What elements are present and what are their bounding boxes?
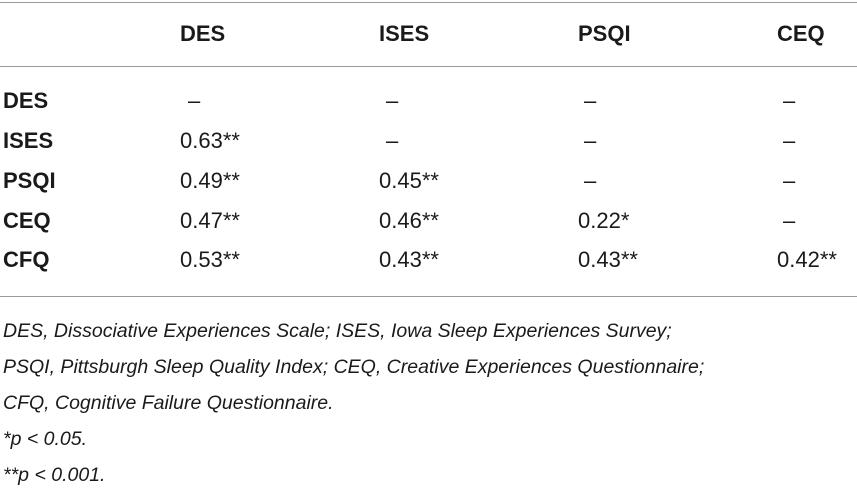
table-cell: – bbox=[584, 128, 597, 153]
table-cell: 0.47** bbox=[180, 208, 240, 233]
table-cell: – bbox=[188, 88, 201, 113]
table-cell: 0.43** bbox=[379, 247, 439, 272]
row-label-ceq: CEQ bbox=[3, 208, 51, 233]
table-cell: – bbox=[386, 128, 399, 153]
table-cell: 0.46** bbox=[379, 208, 439, 233]
table-cell: – bbox=[386, 88, 399, 113]
row-label-ises: ISES bbox=[3, 128, 54, 153]
row-label-des: DES bbox=[3, 88, 49, 113]
table-cell: 0.43** bbox=[578, 247, 638, 272]
table-cell: 0.22* bbox=[578, 208, 630, 233]
table-cell: – bbox=[783, 128, 796, 153]
footnote-abbreviations-line-1: DES, Dissociative Experiences Scale; ISE… bbox=[3, 320, 672, 342]
column-header-ises: ISES bbox=[379, 21, 430, 46]
row-label-cfq: CFQ bbox=[3, 247, 50, 272]
header-divider-rule bbox=[0, 66, 857, 67]
table-top-rule bbox=[0, 2, 857, 3]
footnote-significance-p001: **p < 0.001. bbox=[3, 464, 106, 486]
table-bottom-rule bbox=[0, 296, 857, 297]
table-cell: – bbox=[584, 88, 597, 113]
column-header-psqi: PSQI bbox=[578, 21, 631, 46]
footnote-abbreviations-line-2: PSQI, Pittsburgh Sleep Quality Index; CE… bbox=[3, 356, 705, 378]
table-cell: 0.63** bbox=[180, 128, 240, 153]
table-cell: 0.53** bbox=[180, 247, 240, 272]
footnote-abbreviations-line-3: CFQ, Cognitive Failure Questionnaire. bbox=[3, 392, 334, 414]
table-cell: – bbox=[783, 88, 796, 113]
table-cell: 0.42** bbox=[777, 247, 837, 272]
column-header-ceq: CEQ bbox=[777, 21, 825, 46]
table-cell: 0.49** bbox=[180, 168, 240, 193]
footnote-significance-p05: *p < 0.05. bbox=[3, 428, 88, 450]
table-cell: – bbox=[584, 168, 597, 193]
column-header-des: DES bbox=[180, 21, 226, 46]
table-cell: – bbox=[783, 168, 796, 193]
table-cell: – bbox=[783, 208, 796, 233]
row-label-psqi: PSQI bbox=[3, 168, 56, 193]
table-cell: 0.45** bbox=[379, 168, 439, 193]
